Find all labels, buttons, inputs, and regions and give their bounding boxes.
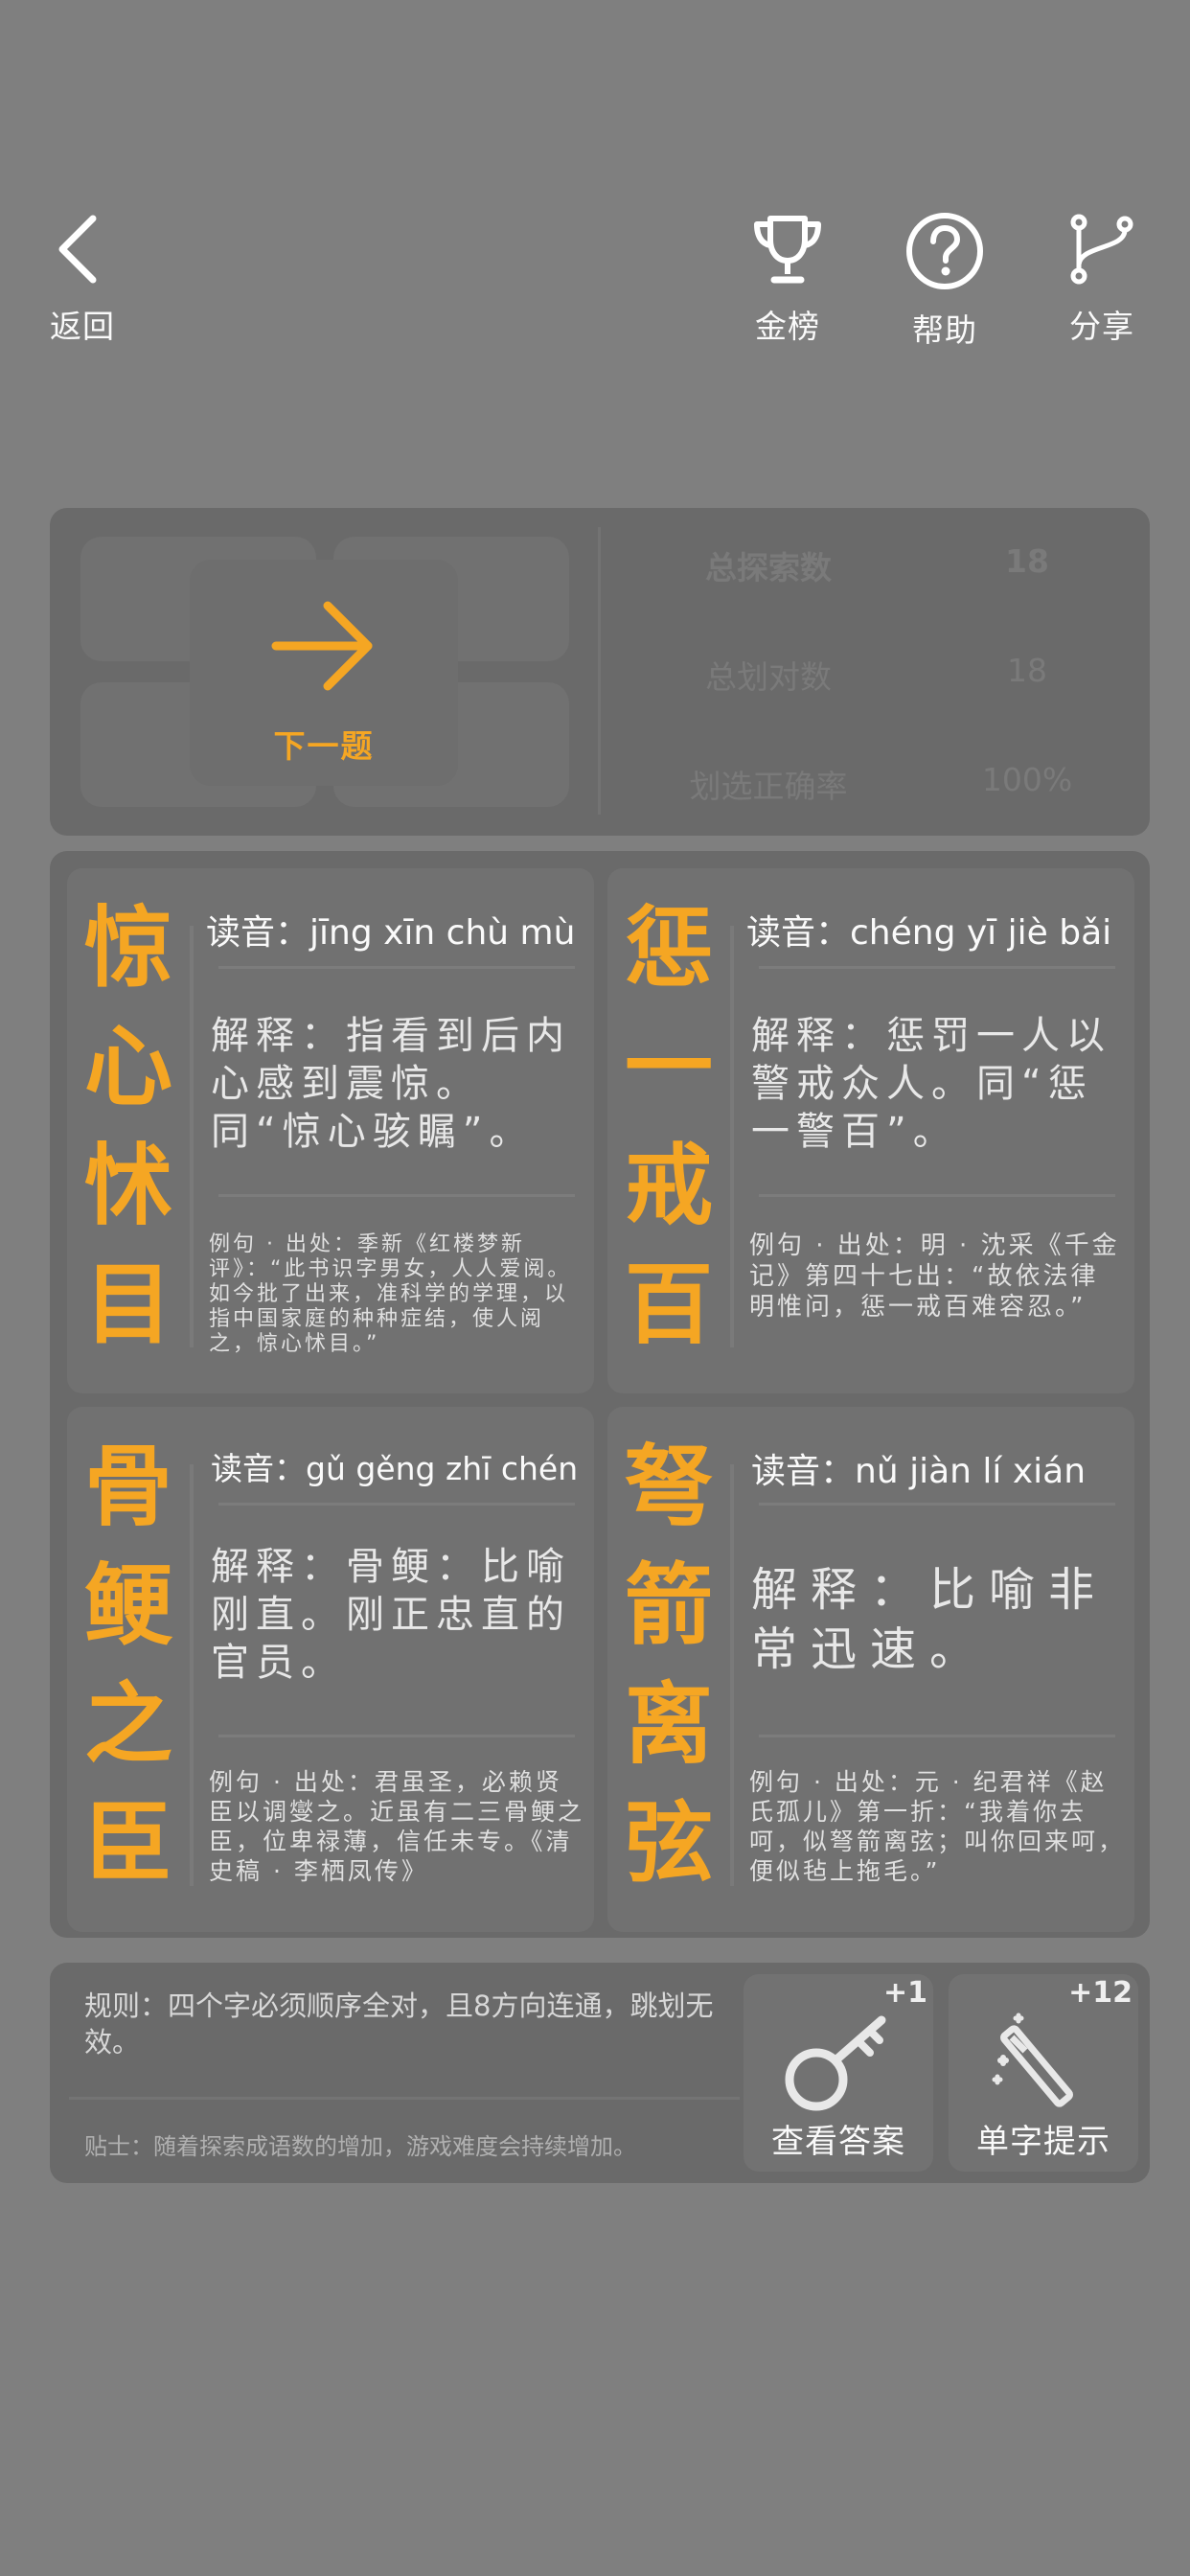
back-button[interactable]: 返回 (25, 211, 140, 347)
idiom-char: 箭 (624, 1554, 713, 1657)
card-separator (218, 1194, 575, 1197)
card-separator (759, 966, 1115, 969)
idiom-char: 离 (624, 1673, 713, 1776)
next-question-button[interactable]: 下一题 (190, 560, 458, 786)
stat-row-accuracy: 划选正确率 100% (625, 761, 1123, 809)
view-answer-badge: +1 (882, 1976, 927, 2010)
idiom-char: 弩 (624, 1436, 713, 1538)
help-icon (906, 213, 983, 289)
key-icon (785, 2015, 886, 2111)
card-separator (218, 966, 575, 969)
rule-text: 规则：四个字必须顺序全对，且8方向连通，跳划无效。 (84, 1990, 714, 2058)
idiom-explanation: 解释：比喻非常迅速。 (751, 1563, 1109, 1676)
stat-value: 18 (1007, 652, 1047, 689)
next-question-label: 下一题 (273, 727, 375, 765)
help-button[interactable]: 帮助 (887, 211, 1002, 351)
stat-label: 总探索数 (705, 549, 832, 586)
idiom-characters: 惩 一 戒 百 (607, 868, 730, 1393)
idiom-card[interactable]: 弩 箭 离 弦 读音：nǔ jiàn lí xián 解释：比喻非常迅速。 例句… (607, 1407, 1134, 1932)
view-answer-button[interactable]: +1 查看答案 (744, 1974, 933, 2172)
rule-separator (69, 2097, 740, 2100)
stat-label: 总划对数 (705, 658, 832, 696)
card-separator (759, 1503, 1115, 1506)
card-divider (730, 1464, 734, 1886)
idiom-char: 目 (83, 1254, 172, 1356)
bottom-panel: 规则：四个字必须顺序全对，且8方向连通，跳划无效。 贴士：随着探索成语数的增加，… (50, 1963, 1150, 2183)
idiom-char: 惊 (83, 897, 172, 1000)
card-separator (759, 1735, 1115, 1737)
idiom-char: 惩 (624, 897, 713, 1000)
single-char-hint-button[interactable]: +12 单字提示 (949, 1974, 1138, 2172)
single-hint-badge: +12 (1068, 1976, 1133, 2010)
trophy-icon (754, 216, 821, 284)
card-separator (759, 1194, 1115, 1197)
idiom-char: 弦 (624, 1792, 713, 1895)
idiom-characters: 骨 鲠 之 臣 (67, 1407, 190, 1932)
stat-label: 划选正确率 (689, 768, 848, 805)
idiom-char: 百 (624, 1254, 713, 1356)
idiom-explanation: 解释：指看到后内心感到震惊。同“惊心骇瞩”。 (211, 1014, 571, 1154)
card-divider (190, 926, 194, 1347)
idiom-characters: 惊 心 怵 目 (67, 868, 190, 1393)
idiom-char: 心 (83, 1016, 172, 1118)
tip-text: 贴士：随着探索成语数的增加，游戏难度会持续增加。 (84, 2133, 636, 2160)
arrow-right-icon (271, 601, 373, 691)
idiom-char: 骨 (83, 1436, 172, 1538)
idiom-example: 例句 · 出处：明 · 沈采《千金记》第四十七出：“故依法律明惟问，惩一戒百难容… (749, 1231, 1120, 1322)
chevron-left-icon (58, 215, 97, 284)
help-label: 帮助 (912, 311, 977, 349)
idiom-char: 怵 (83, 1135, 172, 1237)
card-divider (730, 926, 734, 1347)
idiom-example: 例句 · 出处：元 · 纪君祥《赵氏孤儿》第一折：“我着你去呵，似弩箭离弦；叫你… (749, 1768, 1126, 1885)
share-label: 分享 (1069, 308, 1134, 345)
card-separator (218, 1735, 575, 1737)
card-separator (218, 1503, 575, 1506)
idiom-char: 之 (83, 1673, 172, 1776)
idiom-cards-panel: 惊 心 怵 目 读音：jīng xīn chù mù 解释：指看到后内心感到震惊… (50, 851, 1150, 1938)
idiom-pinyin: 读音：jīng xīn chù mù (206, 913, 576, 953)
idiom-pinyin: 读音：gǔ gěng zhī chén (211, 1450, 579, 1487)
share-button[interactable]: 分享 (1044, 211, 1159, 347)
idiom-explanation: 解释：惩罚一人以警戒众人。同“惩一警百”。 (751, 1014, 1111, 1154)
idiom-example: 例句 · 出处：季新《红楼梦新评》：“此书识字男女，人人爱阅。如今批了出来，准科… (209, 1232, 572, 1356)
idiom-pinyin: 读音：nǔ jiàn lí xián (751, 1452, 1087, 1491)
idiom-char: 臣 (83, 1792, 172, 1895)
idiom-pinyin: 读音：chéng yī jiè bǎi (746, 913, 1112, 953)
idiom-characters: 弩 箭 离 弦 (607, 1407, 730, 1932)
stat-value: 100% (981, 761, 1073, 798)
idiom-char: 戒 (624, 1135, 713, 1237)
magic-wand-icon (992, 2012, 1073, 2107)
idiom-card[interactable]: 骨 鲠 之 臣 读音：gǔ gěng zhī chén 解释：骨鲠：比喻刚直。刚… (67, 1407, 594, 1932)
stats-panel: 下一题 总探索数 18 总划对数 18 划选正确率 100% (50, 508, 1150, 836)
stat-row-total-explored: 总探索数 18 (625, 542, 1123, 590)
back-label: 返回 (50, 308, 115, 345)
card-divider (190, 1464, 194, 1886)
idiom-example: 例句 · 出处：君虽圣，必赖贤臣以调燮之。近虽有二三骨鲠之臣，位卑禄薄，信任未专… (209, 1768, 585, 1885)
idiom-card[interactable]: 惊 心 怵 目 读音：jīng xīn chù mù 解释：指看到后内心感到震惊… (67, 868, 594, 1393)
idiom-char: 鲠 (83, 1554, 172, 1657)
view-answer-label: 查看答案 (771, 2123, 905, 2161)
idiom-explanation: 解释：骨鲠：比喻刚直。刚正忠直的官员。 (211, 1545, 571, 1685)
stat-row-total-correct: 总划对数 18 (625, 652, 1123, 700)
leaderboard-button[interactable]: 金榜 (730, 211, 845, 347)
share-branch-icon (1070, 214, 1133, 285)
stats-divider (598, 527, 601, 815)
single-hint-label: 单字提示 (976, 2123, 1110, 2161)
leaderboard-label: 金榜 (755, 308, 820, 345)
idiom-card[interactable]: 惩 一 戒 百 读音：chéng yī jiè bǎi 解释：惩罚一人以警戒众人… (607, 868, 1134, 1393)
idiom-char: 一 (624, 1016, 713, 1118)
stat-value: 18 (1005, 542, 1049, 580)
